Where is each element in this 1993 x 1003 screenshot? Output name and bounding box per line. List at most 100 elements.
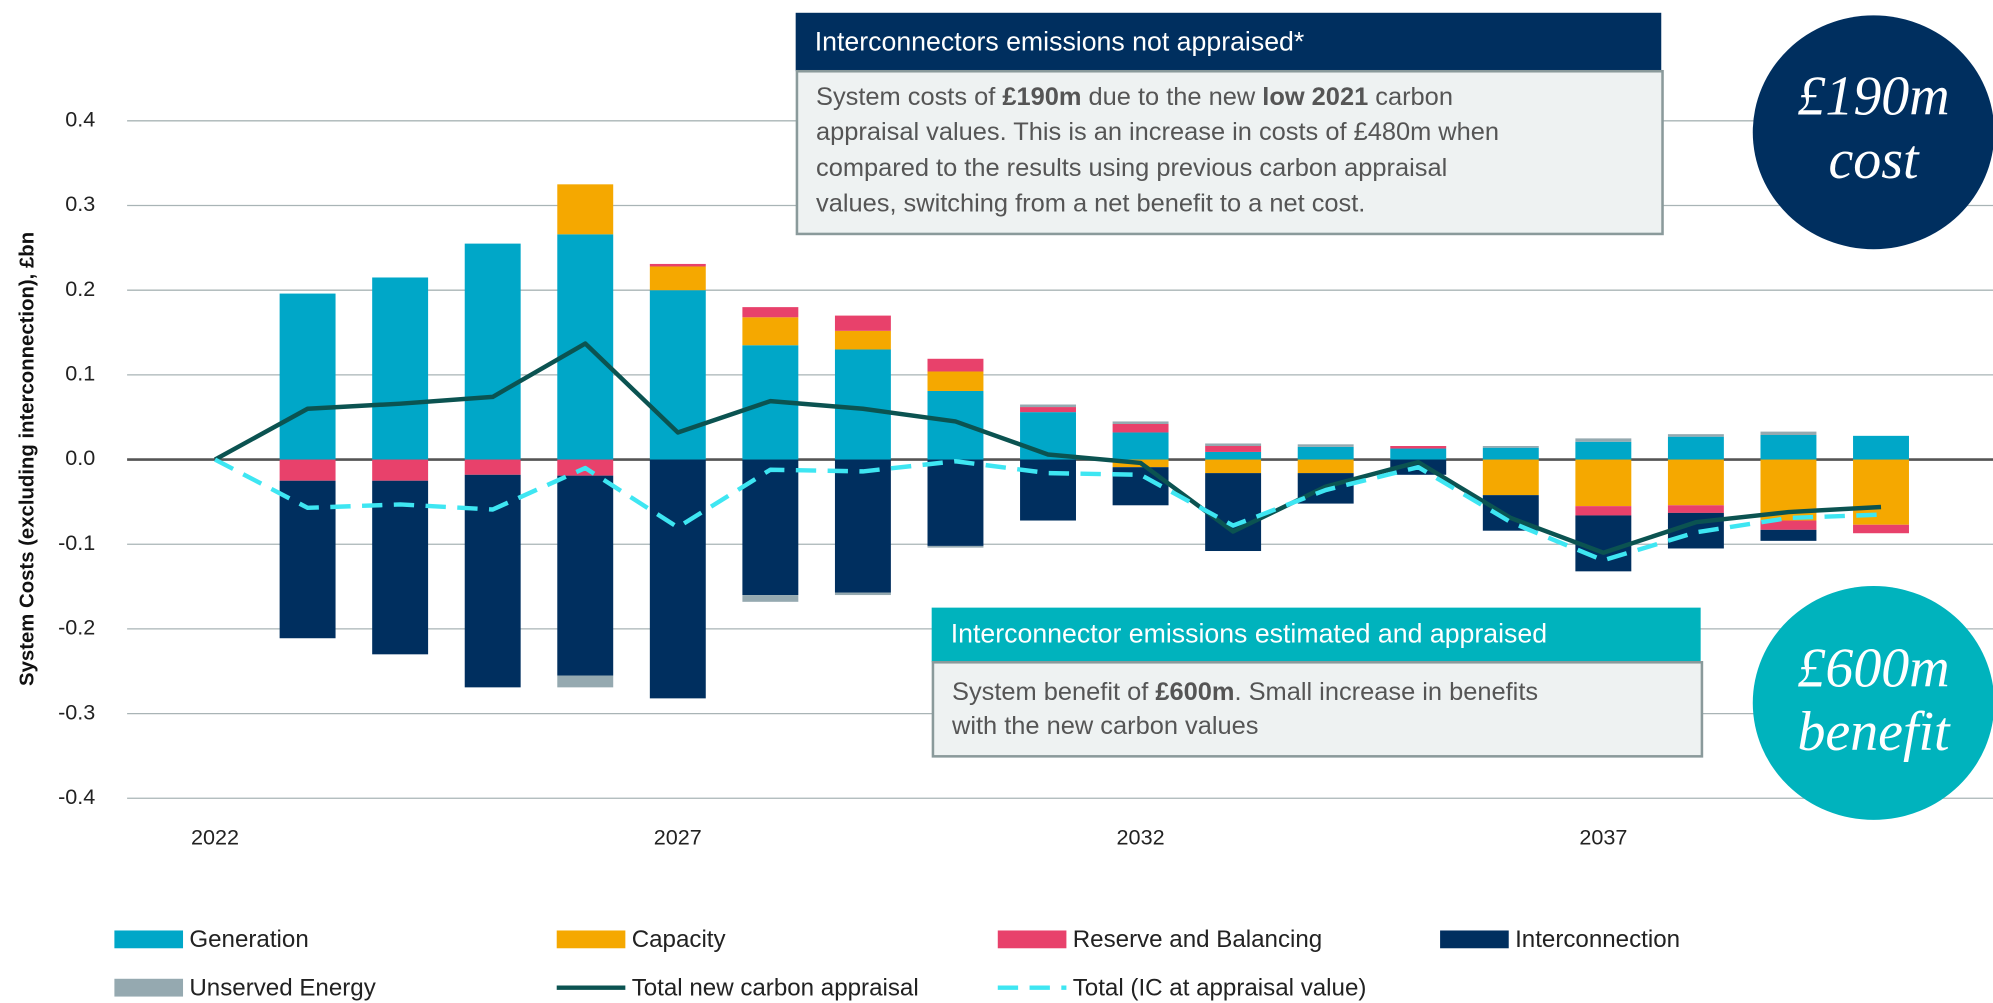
bar (1575, 441, 1632, 460)
text: . Small increase in benefits (1234, 678, 1538, 706)
bar (1297, 444, 1354, 447)
annotation-box (795, 69, 1664, 236)
bar (1112, 432, 1169, 460)
text: £600m (1155, 678, 1234, 706)
bar (1390, 448, 1447, 460)
legend-label: Generation (189, 926, 308, 953)
bar (1760, 431, 1817, 435)
bar (834, 349, 891, 460)
bar (834, 592, 891, 596)
legend-swatch (556, 930, 626, 949)
x-tick-label: 2027 (654, 825, 702, 850)
legend-label: Capacity (632, 926, 727, 953)
legend-swatch (1440, 930, 1509, 949)
badge (1752, 586, 1993, 820)
annotation-line: System benefit of £600m. Small increase … (952, 678, 1538, 706)
bar (1760, 520, 1817, 530)
annotation-line: System costs of £190m due to the new low… (816, 83, 1453, 111)
annotation-title: Interconnector emissions estimated and a… (951, 619, 1547, 649)
y-tick-label: 0.0 (65, 445, 95, 470)
legend-label: Total (IC at appraisal value) (1073, 974, 1367, 1001)
bar (927, 358, 984, 372)
line (213, 341, 1882, 555)
badge-text: £600m (1797, 638, 1949, 700)
bar (464, 243, 521, 460)
text: £190m (1002, 83, 1081, 111)
bar (1575, 438, 1632, 442)
bar (279, 459, 336, 481)
text: carbon (1368, 83, 1453, 111)
bar (742, 307, 799, 318)
badge-text: benefit (1797, 701, 1951, 763)
bar (557, 234, 614, 460)
bar (1667, 459, 1724, 506)
legend-label: Total new carbon appraisal (632, 974, 919, 1001)
badge-text: cost (1828, 129, 1920, 191)
bar (1575, 506, 1632, 516)
text: low 2021 (1262, 83, 1368, 111)
bar (372, 459, 429, 481)
bar (372, 277, 429, 460)
text: due to the new (1081, 83, 1262, 111)
x-tick-label: 2037 (1579, 825, 1627, 850)
y-tick-label: -0.4 (58, 784, 95, 809)
bar (1205, 451, 1262, 460)
bar (742, 595, 799, 602)
bar (1760, 434, 1817, 460)
bar (927, 545, 984, 548)
y-tick-label: 0.1 (65, 361, 95, 386)
x-tick-label: 2032 (1117, 825, 1165, 850)
bar (649, 263, 706, 267)
y-tick-label: 0.3 (65, 191, 95, 216)
x-tick-label: 2022 (191, 825, 239, 850)
bar (1667, 436, 1724, 460)
legend-swatch (114, 930, 184, 949)
legend-label: Reserve and Balancing (1073, 926, 1322, 953)
bar (1205, 443, 1262, 447)
legend-label: Interconnection (1515, 926, 1680, 953)
bar (1482, 446, 1539, 448)
y-axis-label: System Costs (excluding interconnection)… (16, 232, 38, 686)
bar (1205, 473, 1262, 552)
bar (927, 459, 984, 546)
bar (927, 371, 984, 391)
bar (927, 390, 984, 460)
bar (1575, 459, 1632, 507)
bar (1482, 459, 1539, 496)
y-tick-label: -0.1 (58, 530, 95, 555)
bar (834, 330, 891, 350)
annotation-box (931, 661, 1704, 758)
text: System benefit of (952, 678, 1155, 706)
y-tick-label: -0.3 (58, 699, 95, 724)
bar (1020, 407, 1076, 413)
bar (1853, 435, 1909, 460)
bar (1205, 446, 1262, 452)
legend-label: Unserved Energy (189, 974, 376, 1001)
annotation-header (795, 12, 1662, 72)
bar (1297, 446, 1354, 460)
annotation-line: compared to the results using previous c… (816, 154, 1447, 182)
annotation-line: appraisal values. This is an increase in… (816, 118, 1499, 146)
bar (1390, 446, 1447, 449)
bar (1020, 412, 1076, 460)
bar (1112, 421, 1169, 424)
legend-swatch (997, 930, 1067, 949)
bar (1760, 529, 1817, 541)
bar (1297, 459, 1354, 474)
bar (742, 317, 799, 346)
bar (1667, 434, 1724, 437)
bar (834, 459, 891, 593)
annotation-title: Interconnectors emissions not appraised* (815, 26, 1305, 56)
annotation-line: with the new carbon values (951, 712, 1258, 740)
bar (557, 475, 614, 676)
annotation-header (931, 607, 1701, 663)
badge (1752, 15, 1993, 250)
line (214, 457, 1882, 563)
bar (1667, 505, 1724, 513)
bar (557, 675, 614, 688)
badge-text: £190m (1797, 66, 1949, 128)
y-tick-label: -0.2 (58, 615, 95, 640)
y-tick-label: 0.4 (65, 107, 95, 132)
